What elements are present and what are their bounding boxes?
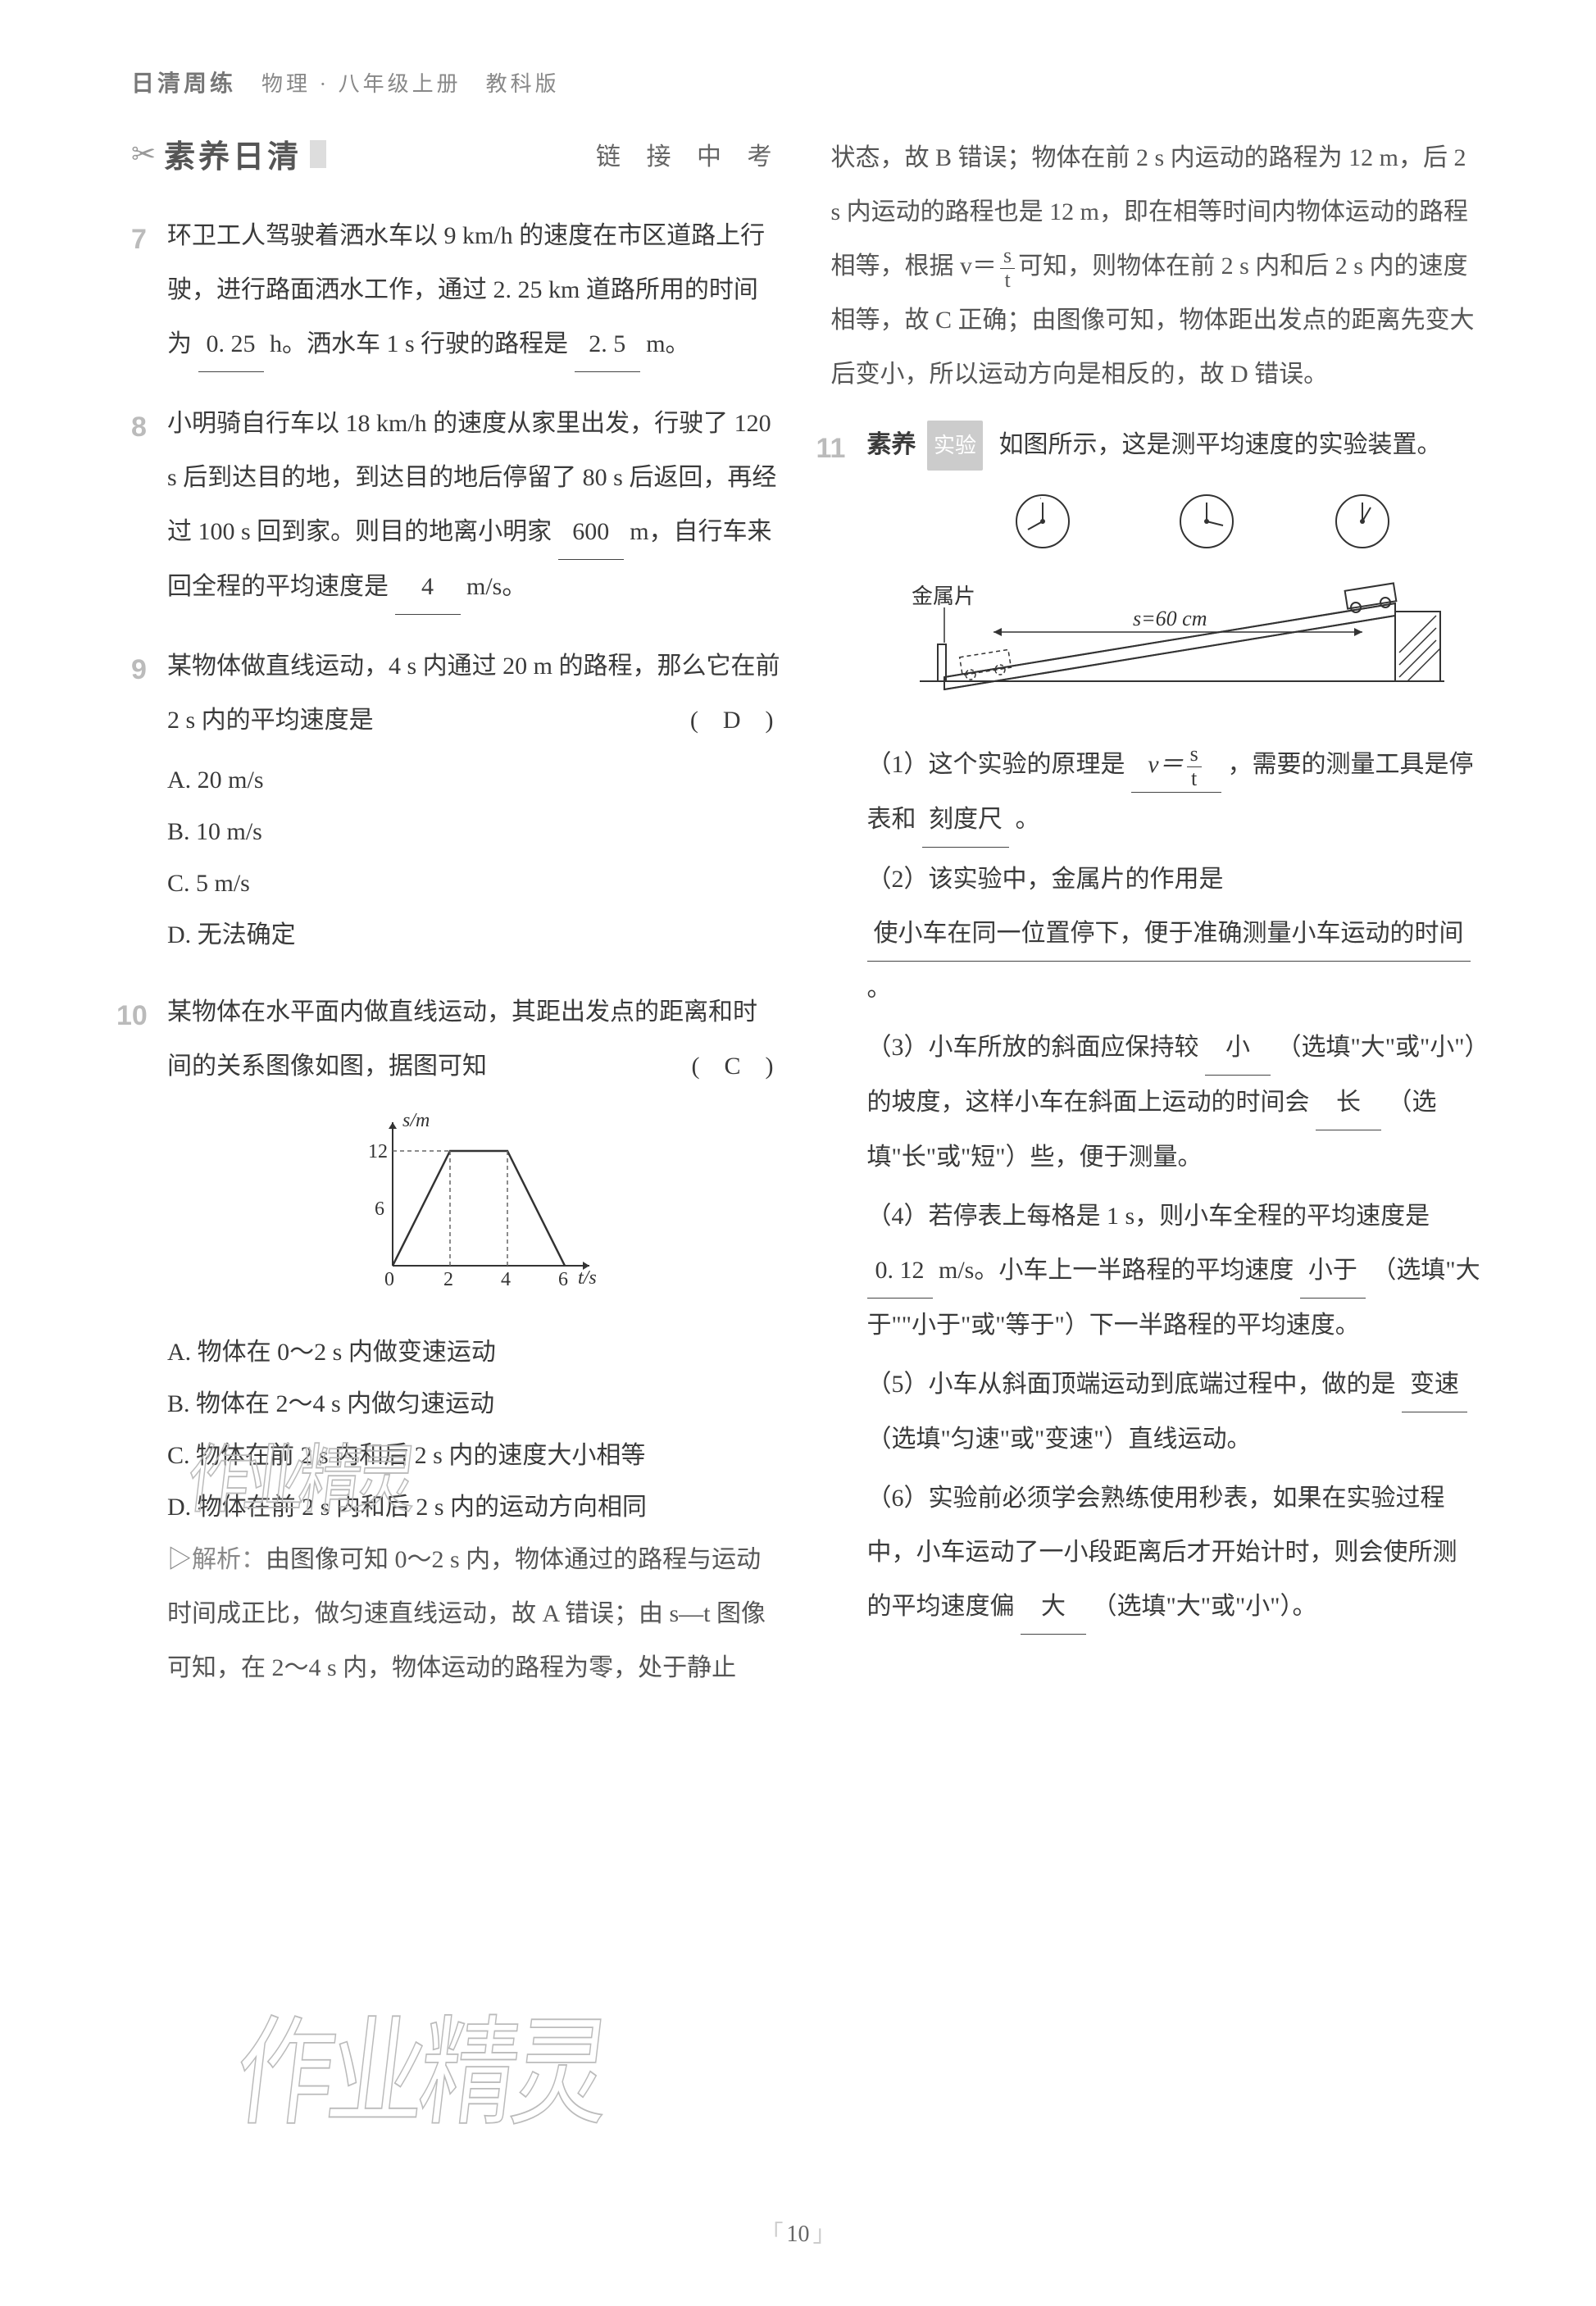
q11-s6: （6）实验前必须学会熟练使用秒表，如果在实验过程中，小车运动了一小段距离后才开始… [867, 1471, 1482, 1635]
q11-s5-blank: 变速 [1402, 1358, 1467, 1412]
page-header: 日清周练 物理 · 八年级上册 教科版 [131, 66, 1481, 98]
svg-text:s=60 cm: s=60 cm [1133, 607, 1207, 630]
header-sub: 物理 · 八年级上册 教科版 [261, 72, 560, 96]
question-11: 11 素养 实验 如图所示，这是测平均速度的实验装置。 · [831, 418, 1482, 1635]
q8-text-c: m/s。 [466, 573, 526, 600]
q9-opt-d: D. 无法确定 [167, 909, 782, 961]
q10-answer-paren: ( C ) [691, 1039, 773, 1094]
q9-opt-a: A. 20 m/s [167, 754, 782, 806]
q9-options: A. 20 m/s B. 10 m/s C. 5 m/s D. 无法确定 [167, 754, 782, 961]
svg-text:金属片: 金属片 [912, 584, 975, 608]
q10-opt-a: A. 物体在 0～2 s 内做变速运动 [167, 1326, 782, 1378]
svg-text:t/s: t/s [578, 1267, 597, 1289]
q10-opt-c: C. 物体在前 2 s 内和后 2 s 内的速度大小相等 [167, 1430, 782, 1481]
q11-tag2: 实验 [927, 421, 983, 471]
section-title-row: ✂ 素养日清 链 接 中 考 [131, 131, 782, 176]
q11-s6-blank: 大 [1021, 1580, 1086, 1635]
question-9: 9 某物体做直线运动，4 s 内通过 20 m 的路程，那么它在前 2 s 内的… [131, 639, 782, 961]
two-columns: ✂ 素养日清 链 接 中 考 7 环卫工人驾驶着洒水车以 9 km/h 的速度在… [131, 131, 1481, 1720]
q11-s2-blank: 使小车在同一位置停下，便于准确测量小车运动的时间 [867, 907, 1471, 962]
q9-opt-c: C. 5 m/s [167, 857, 782, 909]
svg-text:12: 12 [368, 1141, 388, 1162]
q7-blank-2: 2. 5 [575, 317, 640, 372]
q11-s3: （3）小车所放的斜面应保持较 小 （选填"大"或"小"）的坡度，这样小车在斜面上… [867, 1021, 1482, 1185]
left-column: ✂ 素养日清 链 接 中 考 7 环卫工人驾驶着洒水车以 9 km/h 的速度在… [131, 131, 782, 1720]
q7-text-c: m。 [646, 330, 689, 357]
q11-s3-blank1: 小 [1205, 1021, 1271, 1076]
svg-text:6: 6 [558, 1269, 568, 1290]
svg-text:·: · [1039, 494, 1042, 503]
watermark-2: 作业精灵 [228, 1977, 615, 2149]
q10-options: A. 物体在 0～2 s 内做变速运动 B. 物体在 2～4 s 内做匀速运动 … [167, 1326, 782, 1533]
page-number: 10 [760, 2216, 835, 2249]
q11-s2: （2）该实验中，金属片的作用是 使小车在同一位置停下，便于准确测量小车运动的时间… [867, 853, 1482, 1016]
section-title: 素养日清 [164, 131, 302, 176]
q10-graph-svg: s/m t/s 12 6 0 2 4 6 [343, 1110, 606, 1299]
q11-tag1: 素养 [867, 431, 916, 458]
q10-explain: ▷解析：由图像可知 0～2 s 内，物体通过的路程与运动时间成正比，做匀速直线运… [167, 1533, 782, 1695]
q11-diagram-svg: · [887, 484, 1461, 698]
question-8: 8 小明骑自行车以 18 km/h 的速度从家里出发，行驶了 120 s 后到达… [131, 397, 782, 615]
q10-opt-d: D. 物体在前 2 s 内和后 2 s 内的运动方向相同 [167, 1481, 782, 1533]
q11-text: 如图所示，这是测平均速度的实验装置。 [999, 431, 1442, 458]
svg-text:2: 2 [443, 1269, 453, 1290]
svg-text:0: 0 [384, 1269, 394, 1290]
scissors-icon: ✂ [131, 137, 156, 171]
q7-num: 7 [131, 209, 147, 271]
q9-opt-b: B. 10 m/s [167, 806, 782, 857]
q9-answer-paren: ( D ) [690, 694, 774, 748]
q7-blank-1: 0. 25 [198, 317, 264, 372]
q10-explain-continued: 状态，故 B 错误；物体在前 2 s 内运动的路程为 12 m，后 2 s 内运… [831, 131, 1482, 402]
question-7: 7 环卫工人驾驶着洒水车以 9 km/h 的速度在市区道路上行驶，进行路面洒水工… [131, 209, 782, 372]
link-text: 链 接 中 考 [596, 136, 782, 172]
svg-text:s/m: s/m [402, 1110, 430, 1131]
q11-s1: （1）这个实验的原理是 v＝st ，需要的测量工具是停表和 刻度尺 。 [867, 738, 1482, 848]
q8-num: 8 [131, 397, 147, 458]
svg-text:4: 4 [501, 1269, 511, 1290]
q10-opt-b: B. 物体在 2～4 s 内做匀速运动 [167, 1378, 782, 1430]
q7-text-b: h。洒水车 1 s 行驶的路程是 [270, 330, 568, 357]
q11-s4: （4）若停表上每格是 1 s，则小车全程的平均速度是 0. 12 m/s。小车上… [867, 1189, 1482, 1353]
right-column: 状态，故 B 错误；物体在前 2 s 内运动的路程为 12 m，后 2 s 内运… [831, 131, 1482, 1720]
q11-s1-blank1: v＝st [1131, 738, 1221, 793]
q11-num: 11 [816, 418, 846, 480]
q11-s5: （5）小车从斜面顶端运动到底端过程中，做的是 变速 （选填"匀速"或"变速"）直… [867, 1358, 1482, 1467]
q11-diagram: · [867, 484, 1482, 717]
svg-text:6: 6 [375, 1198, 384, 1220]
q10-graph: s/m t/s 12 6 0 2 4 6 [167, 1110, 782, 1318]
q11-s3-blank2: 长 [1316, 1076, 1381, 1130]
q10-text: 某物体在水平面内做直线运动，其距出发点的距离和时间的关系图像如图，据图可知 [167, 998, 757, 1080]
question-10: 10 某物体在水平面内做直线运动，其距出发点的距离和时间的关系图像如图，据图可知… [131, 985, 782, 1695]
header-main: 日清周练 [131, 71, 236, 97]
q11-s4-blank2: 小于 [1300, 1244, 1366, 1299]
q9-num: 9 [131, 639, 147, 701]
q8-blank-1: 600 [558, 505, 624, 560]
title-suffix-block [310, 140, 326, 168]
q8-blank-2: 4 [395, 560, 461, 615]
q11-s1-blank2: 刻度尺 [922, 793, 1009, 848]
q10-num: 10 [116, 985, 148, 1047]
q11-s4-blank1: 0. 12 [867, 1244, 933, 1299]
q10-explain-label: ▷解析： [167, 1546, 266, 1573]
q9-text: 某物体做直线运动，4 s 内通过 20 m 的路程，那么它在前 2 s 内的平均… [167, 653, 780, 734]
frac-s-t: st [1000, 244, 1015, 292]
